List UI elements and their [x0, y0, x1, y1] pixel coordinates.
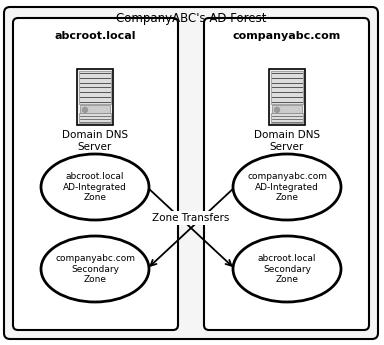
Text: CompanyABC's AD Forest: CompanyABC's AD Forest: [116, 12, 266, 25]
Circle shape: [83, 107, 88, 112]
FancyBboxPatch shape: [204, 18, 369, 330]
FancyBboxPatch shape: [269, 69, 305, 125]
Text: Domain DNS
Server: Domain DNS Server: [254, 130, 320, 151]
Text: abcroot.local
AD-Integrated
Zone: abcroot.local AD-Integrated Zone: [63, 172, 127, 202]
Ellipse shape: [41, 154, 149, 220]
Ellipse shape: [41, 236, 149, 302]
Text: companyabc.com: companyabc.com: [233, 31, 341, 41]
FancyBboxPatch shape: [77, 69, 113, 125]
Text: Zone Transfers: Zone Transfers: [152, 213, 230, 223]
Text: abcroot.local: abcroot.local: [54, 31, 136, 41]
Circle shape: [275, 107, 280, 112]
FancyBboxPatch shape: [4, 7, 378, 339]
FancyBboxPatch shape: [271, 71, 303, 104]
Text: companyabc.com
AD-Integrated
Zone: companyabc.com AD-Integrated Zone: [247, 172, 327, 202]
FancyBboxPatch shape: [80, 105, 110, 113]
FancyBboxPatch shape: [79, 71, 111, 104]
FancyBboxPatch shape: [272, 105, 302, 113]
Text: abcroot.local
Secondary
Zone: abcroot.local Secondary Zone: [258, 254, 316, 284]
FancyBboxPatch shape: [13, 18, 178, 330]
Text: Domain DNS
Server: Domain DNS Server: [62, 130, 128, 151]
Ellipse shape: [233, 236, 341, 302]
Ellipse shape: [233, 154, 341, 220]
Text: companyabc.com
Secondary
Zone: companyabc.com Secondary Zone: [55, 254, 135, 284]
FancyBboxPatch shape: [79, 113, 111, 123]
FancyBboxPatch shape: [271, 113, 303, 123]
